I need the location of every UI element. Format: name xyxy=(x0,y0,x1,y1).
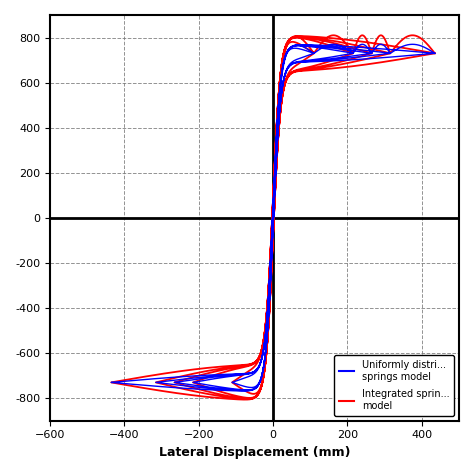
X-axis label: Lateral Displacement (mm): Lateral Displacement (mm) xyxy=(159,446,350,459)
Legend: Uniformly distri...
springs model, Integrated sprin...
model: Uniformly distri... springs model, Integ… xyxy=(335,355,454,416)
